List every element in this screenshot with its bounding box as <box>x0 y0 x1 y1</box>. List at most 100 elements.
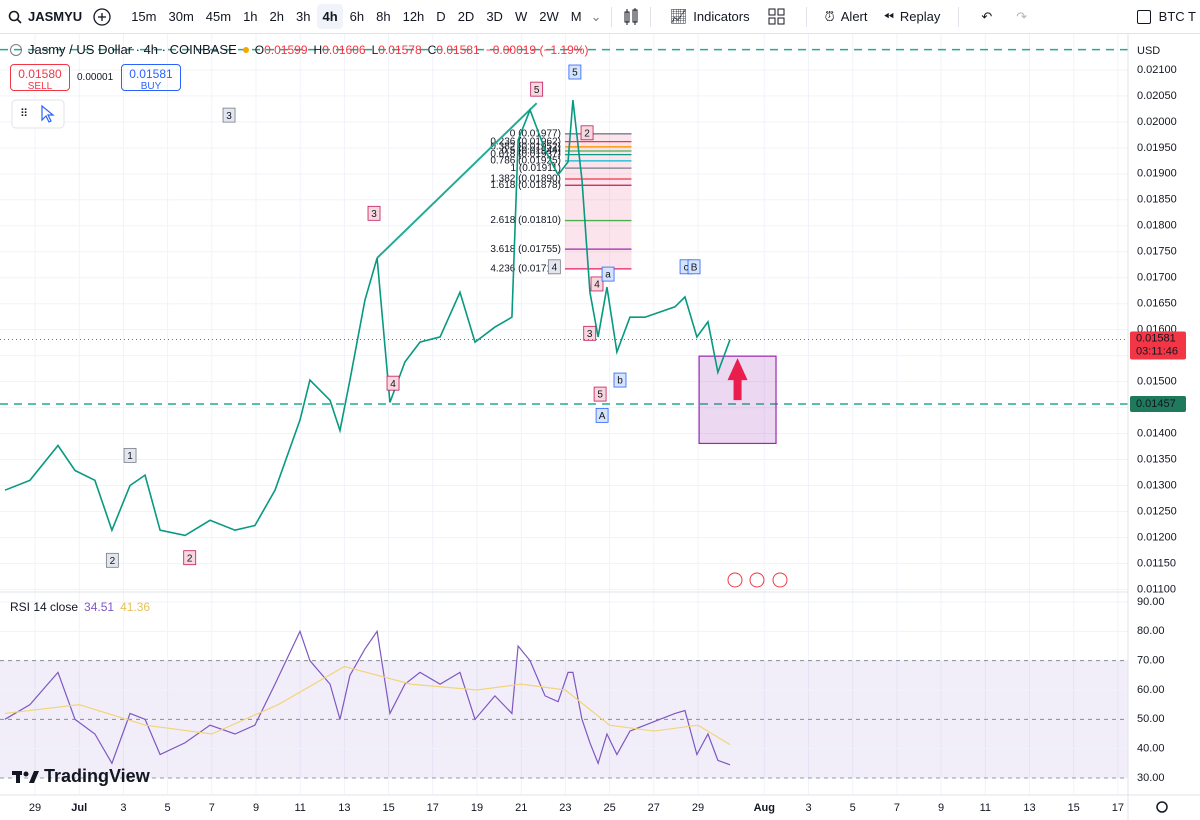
rsi-value: 34.51 <box>84 600 115 614</box>
x-tick-label: 19 <box>471 802 483 814</box>
y-tick-label: 0.01250 <box>1137 505 1177 517</box>
cursor-icon[interactable] <box>41 104 55 123</box>
interval-button[interactable]: 2W <box>539 9 559 24</box>
wave-label-box <box>595 407 609 423</box>
wave-label-box <box>568 64 582 80</box>
event-flag[interactable] <box>772 572 788 588</box>
x-tick-label: 29 <box>29 802 41 814</box>
fib-label: 0 (0.01977) <box>510 128 561 139</box>
fib-label: 4.236 (0.01717) <box>490 264 561 275</box>
search-icon <box>8 10 22 24</box>
layouts-button[interactable] <box>768 8 786 26</box>
x-tick-label: 13 <box>338 802 350 814</box>
x-tick-label: 7 <box>209 802 215 814</box>
arrow <box>727 358 748 401</box>
brand-name: TradingView <box>44 766 150 786</box>
wave-label-box <box>613 372 627 388</box>
buy-price: 0.01581 <box>129 67 173 81</box>
event-flags <box>727 572 788 588</box>
replay-button[interactable]: ⏪︎ Replay <box>883 8 941 25</box>
interval-button[interactable]: 4h <box>317 4 343 29</box>
event-flag[interactable] <box>727 572 743 588</box>
interval-button[interactable]: 3h <box>296 9 311 24</box>
y-tick-label: 0.01300 <box>1137 479 1177 491</box>
compare-button[interactable] <box>92 7 112 27</box>
y-tick-label: 0.01150 <box>1137 557 1176 569</box>
settings-icon[interactable] <box>1156 801 1168 813</box>
redo-button[interactable]: ↷ <box>1016 8 1028 24</box>
fib-label: 1.382 (0.01890) <box>490 174 561 185</box>
interval-button[interactable]: 45m <box>205 9 232 24</box>
separator <box>958 6 960 27</box>
y-tick-label: 0.01750 <box>1137 246 1177 258</box>
x-tick-label: 21 <box>515 802 527 814</box>
y-tick-label: 30.00 <box>1137 772 1165 784</box>
wave-label-box <box>123 447 137 463</box>
alert-button[interactable]: ⏰︎ Alert <box>824 8 868 25</box>
indicators-button[interactable]: 📈︎ Indicators <box>669 8 750 24</box>
wave-label: 5 <box>572 68 578 79</box>
sell-label: SELL <box>27 81 53 92</box>
interval-button[interactable]: 1h <box>243 9 258 24</box>
separator <box>805 6 807 27</box>
ohlc-item: H0.01606 <box>314 42 366 57</box>
y-tick-label: 0.02100 <box>1137 64 1177 76</box>
rsi-title: RSI 14 close <box>10 600 79 614</box>
rsi-legend: RSI 14 close 34.51 41.36 <box>10 600 150 614</box>
wave-label: a <box>605 270 611 281</box>
watchlist[interactable]: BTC T <box>1136 9 1200 24</box>
wave-label: B <box>691 262 698 273</box>
interval-button[interactable]: 3D <box>486 9 503 24</box>
watchlist-label: BTC T <box>1158 9 1196 24</box>
trendline <box>376 102 538 259</box>
interval-button[interactable]: M <box>570 9 582 24</box>
interval-button[interactable]: 15m <box>131 9 157 24</box>
chart-type-button[interactable] <box>622 7 640 27</box>
y-tick-label: 60.00 <box>1137 684 1165 696</box>
undo-button[interactable]: ↶ <box>981 8 993 24</box>
ohlc-key: H <box>313 43 323 57</box>
wave-label: 2 <box>110 556 116 567</box>
interval-button[interactable]: 12h <box>402 9 425 24</box>
fib-label: 3.618 (0.01755) <box>490 244 561 255</box>
ohlc-value: 0.01599 <box>264 43 308 57</box>
change: −0.00019 (−1.19%) <box>485 42 589 57</box>
ohlc-value: 0.01606 <box>322 43 366 57</box>
wave-label: 3 <box>587 329 593 340</box>
interval-button[interactable]: 8h <box>376 9 391 24</box>
y-tick-label: 70.00 <box>1137 655 1165 667</box>
buy-button[interactable]: 0.01581 BUY <box>121 64 181 92</box>
branding: TradingView <box>12 766 150 787</box>
x-tick-label: 13 <box>1023 802 1035 814</box>
interval-button[interactable]: 30m <box>168 9 194 24</box>
ohlc: O0.01599 H0.01606 L0.01578 C0.01581 <box>255 42 480 57</box>
interval-button[interactable]: 2h <box>269 9 285 24</box>
interval-button[interactable]: 6h <box>349 9 365 24</box>
interval-button[interactable]: W <box>514 9 528 24</box>
rsi-ma-value: 41.36 <box>120 600 151 614</box>
event-flag[interactable] <box>749 572 765 588</box>
x-tick-label: 27 <box>648 802 660 814</box>
ohlc-key: O <box>254 43 265 57</box>
interval-button[interactable]: 2D <box>457 9 475 24</box>
x-tick-label: Aug <box>754 802 775 814</box>
interval-dropdown[interactable]: ⌄ <box>590 8 602 24</box>
sell-button[interactable]: 0.01580 SELL <box>10 64 70 92</box>
fib-label: 0.236 (0.01962) <box>490 136 561 147</box>
fib-label: 0.5 (0.01944) <box>501 146 561 157</box>
y-tick-label: 0.01650 <box>1137 298 1177 310</box>
x-tick-label: 5 <box>165 802 171 814</box>
y-tick-label: 80.00 <box>1137 625 1165 637</box>
countdown-label: 03:11:46 <box>1136 345 1178 357</box>
checkbox[interactable] <box>1136 9 1151 24</box>
rsi-line <box>4 629 731 766</box>
fib-zone <box>564 133 632 269</box>
rsi-ma-line <box>4 665 731 746</box>
x-tick-label: 9 <box>253 802 259 814</box>
spread: 0.00001 <box>77 72 114 83</box>
toolbar: JASMYU 15m 30m 45m 1h 2h 3h 4h 6h 8h 12h D 2D 3D W 2W M… <box>0 0 1200 34</box>
symbol-search[interactable]: JASMYU <box>8 9 82 24</box>
interval-button[interactable]: D <box>436 9 446 24</box>
x-tick-label: 17 <box>427 802 439 814</box>
last-price-badge <box>1130 331 1186 360</box>
